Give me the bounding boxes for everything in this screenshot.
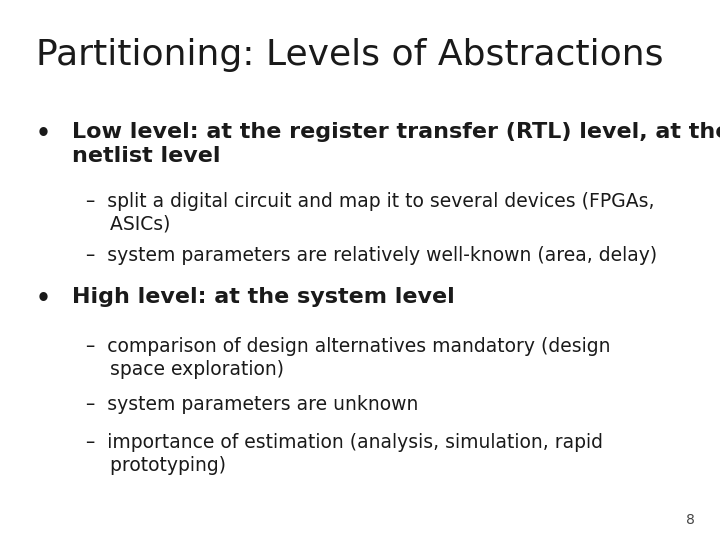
Text: Low level: at the register transfer (RTL) level, at the
netlist level: Low level: at the register transfer (RTL… bbox=[72, 122, 720, 165]
Text: Partitioning: Levels of Abstractions: Partitioning: Levels of Abstractions bbox=[36, 38, 664, 72]
Text: –  system parameters are unknown: – system parameters are unknown bbox=[86, 395, 419, 414]
Text: •: • bbox=[36, 122, 51, 145]
Text: –  comparison of design alternatives mandatory (design
    space exploration): – comparison of design alternatives mand… bbox=[86, 338, 611, 379]
Text: –  importance of estimation (analysis, simulation, rapid
    prototyping): – importance of estimation (analysis, si… bbox=[86, 433, 603, 475]
Text: –  system parameters are relatively well-known (area, delay): – system parameters are relatively well-… bbox=[86, 246, 657, 265]
Text: –  split a digital circuit and map it to several devices (FPGAs,
    ASICs): – split a digital circuit and map it to … bbox=[86, 192, 655, 233]
Text: 8: 8 bbox=[686, 512, 695, 526]
Text: High level: at the system level: High level: at the system level bbox=[72, 287, 455, 307]
Text: •: • bbox=[36, 287, 51, 311]
